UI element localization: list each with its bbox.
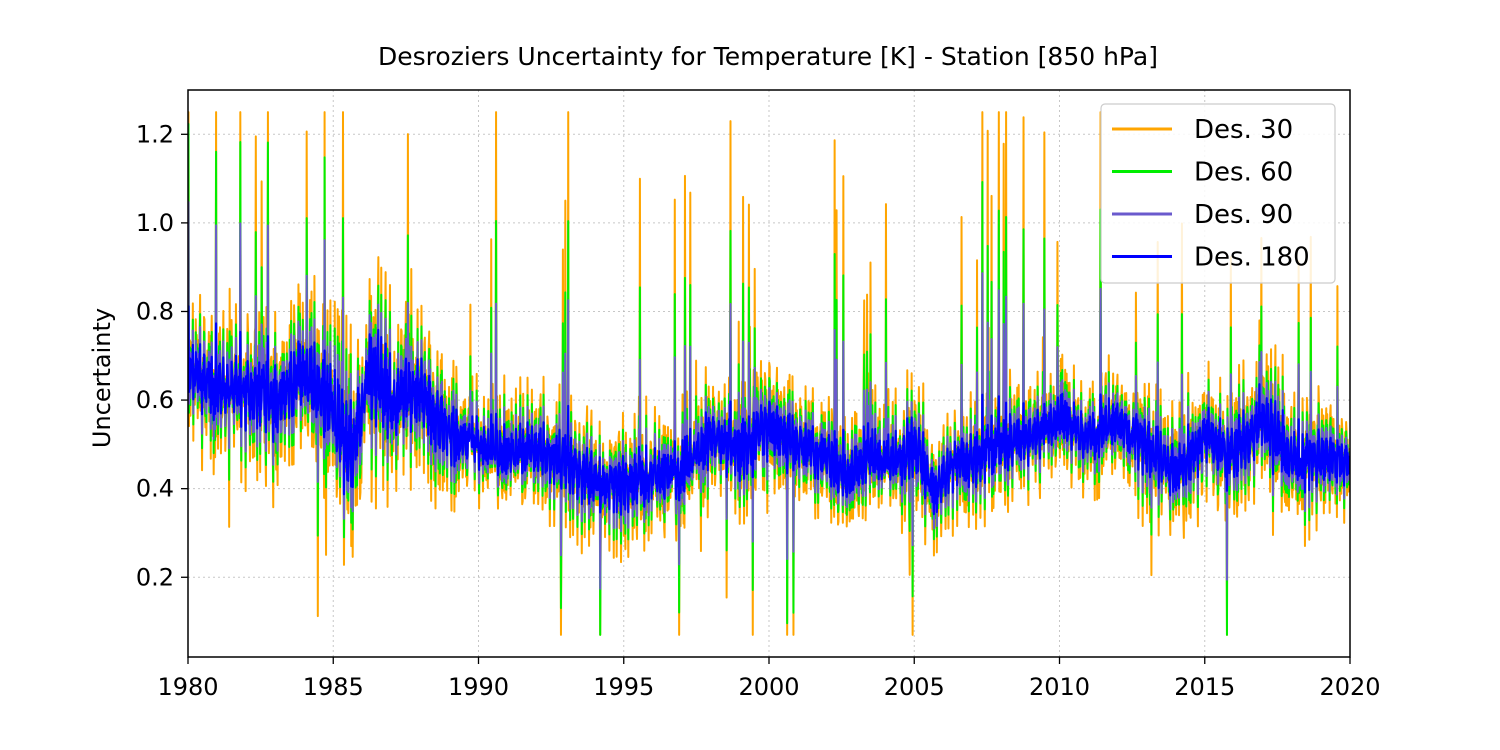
legend: Des. 30 Des. 60 Des. 90 Des. 180 [1100,103,1336,284]
legend-label-0: Des. 30 [1194,115,1293,145]
legend-box [1100,103,1336,284]
y-tick-label: 0.6 [136,386,174,414]
series-line-3 [188,305,1350,516]
legend-label-3: Des. 180 [1194,243,1310,273]
y-tick-label: 1.2 [136,120,174,148]
x-tick-label: 2005 [884,673,945,701]
x-tick-label: 2010 [1029,673,1090,701]
chart-title: Desroziers Uncertainty for Temperature [… [378,42,1158,71]
y-tick-label: 0.4 [136,475,174,503]
x-tick-label: 1980 [157,673,218,701]
x-tick-label: 2015 [1174,673,1235,701]
x-tick-label: 2000 [738,673,799,701]
x-tick-label: 1990 [448,673,509,701]
x-tick-label: 1995 [593,673,654,701]
y-tick-label: 0.8 [136,297,174,325]
legend-label-1: Des. 60 [1194,158,1293,188]
legend-label-2: Des. 90 [1194,200,1293,230]
x-tick-label: 1985 [303,673,364,701]
plot-layer [188,111,1350,636]
tick-layer: 1980 1985 1990 1995 2000 2005 2010 2015 2020 0.2 0… [136,120,1381,701]
y-tick-label: 1.0 [136,209,174,237]
x-tick-label: 2020 [1319,673,1380,701]
legend-items: Des. 30 Des. 60 Des. 90 Des. 180 [1112,115,1310,273]
y-axis-label: Uncertainty [88,308,116,448]
y-tick-label: 0.2 [136,563,174,591]
